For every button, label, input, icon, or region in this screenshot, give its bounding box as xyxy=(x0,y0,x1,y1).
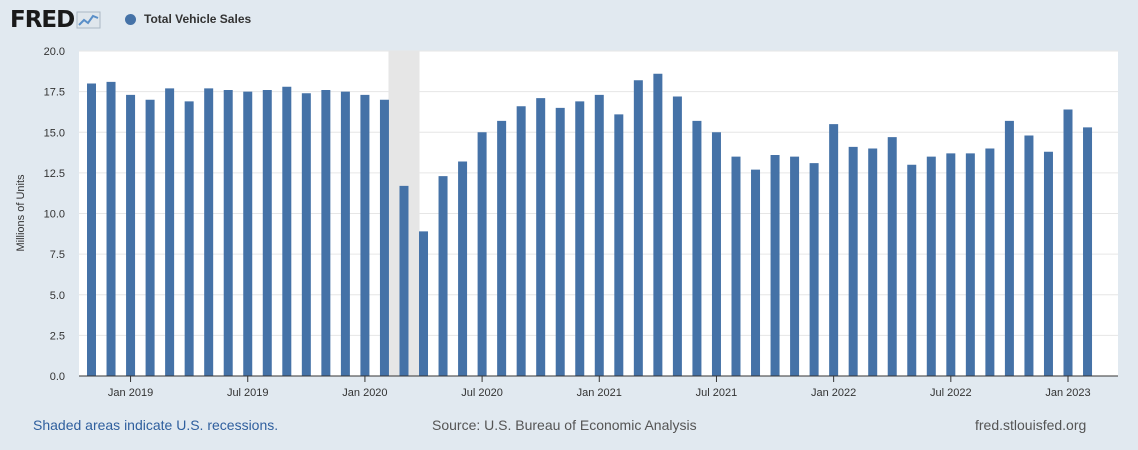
bar[interactable] xyxy=(751,169,761,376)
bar[interactable] xyxy=(184,101,194,376)
fred-logo[interactable]: FRED xyxy=(10,7,102,33)
y-tick-label: 15.0 xyxy=(44,127,65,139)
bar[interactable] xyxy=(809,163,819,376)
bar[interactable] xyxy=(262,90,272,376)
y-tick-label: 5.0 xyxy=(50,290,65,302)
bar[interactable] xyxy=(223,90,233,376)
bar[interactable] xyxy=(907,164,917,376)
bar[interactable] xyxy=(731,156,741,376)
bar[interactable] xyxy=(575,101,585,376)
bar[interactable] xyxy=(340,91,350,376)
bar[interactable] xyxy=(594,94,604,376)
bar[interactable] xyxy=(243,91,253,376)
bar[interactable] xyxy=(926,156,936,376)
x-tick-label: Jan 2019 xyxy=(108,387,153,399)
bar[interactable] xyxy=(145,99,155,376)
x-tick-label: Jan 2022 xyxy=(811,387,856,399)
bar[interactable] xyxy=(614,114,624,376)
chart-header: FRED Total Vehicle Sales xyxy=(0,0,1138,40)
site-url: fred.stlouisfed.org xyxy=(975,417,1087,433)
bar[interactable] xyxy=(887,137,897,376)
bar[interactable] xyxy=(555,107,565,376)
bar[interactable] xyxy=(1063,109,1073,377)
bar[interactable] xyxy=(965,153,975,376)
bar[interactable] xyxy=(87,83,96,377)
bar[interactable] xyxy=(282,86,292,376)
logo-text: FRED xyxy=(10,7,75,33)
line-chart-icon xyxy=(76,11,101,29)
bar[interactable] xyxy=(399,185,409,376)
y-tick-label: 2.5 xyxy=(50,330,65,342)
bar[interactable] xyxy=(301,93,311,376)
x-axis-ticks: Jan 2019 Jul 2019 Jan 2020 Jul 2020 Jan 2021… xyxy=(108,376,1091,399)
recession-note-link[interactable]: Shaded areas indicate U.S. recessions. xyxy=(33,417,279,433)
bar[interactable] xyxy=(379,99,389,376)
x-tick-label: Jul 2020 xyxy=(461,387,503,399)
bar[interactable] xyxy=(946,153,956,376)
bar[interactable] xyxy=(868,148,878,377)
bar[interactable] xyxy=(360,94,370,376)
bar[interactable] xyxy=(419,231,429,376)
x-tick-label: Jan 2020 xyxy=(342,387,387,399)
bar[interactable] xyxy=(1083,127,1093,376)
bar[interactable] xyxy=(126,94,136,376)
x-tick-label: Jul 2021 xyxy=(696,387,738,399)
x-tick-label: Jan 2023 xyxy=(1045,387,1090,399)
bar[interactable] xyxy=(1004,120,1014,376)
bar[interactable] xyxy=(653,73,663,376)
x-tick-label: Jul 2022 xyxy=(930,387,972,399)
bar[interactable] xyxy=(477,132,487,376)
legend-label: Total Vehicle Sales xyxy=(144,12,252,26)
bar[interactable] xyxy=(497,120,507,376)
bar[interactable] xyxy=(458,161,468,377)
y-tick-label: 0.0 xyxy=(50,371,65,383)
bar[interactable] xyxy=(848,146,858,376)
y-tick-label: 20.0 xyxy=(44,46,65,58)
y-axis-ticks: 0.0 2.5 5.0 7.5 10.0 12.5 15.0 17.5 20.0 xyxy=(44,46,65,383)
bar[interactable] xyxy=(829,124,839,376)
y-tick-label: 17.5 xyxy=(44,87,65,99)
bar[interactable] xyxy=(106,81,116,376)
bar[interactable] xyxy=(165,88,175,376)
y-tick-label: 7.5 xyxy=(50,249,65,261)
y-tick-label: 10.0 xyxy=(44,209,65,221)
x-tick-label: Jul 2019 xyxy=(227,387,269,399)
bar[interactable] xyxy=(633,80,643,376)
y-axis-label: Millions of Units xyxy=(15,174,27,252)
bar[interactable] xyxy=(438,176,448,376)
legend-marker xyxy=(125,13,136,25)
bar[interactable] xyxy=(790,156,800,376)
bar[interactable] xyxy=(692,120,702,376)
bar[interactable] xyxy=(711,132,721,376)
source-text: Source: U.S. Bureau of Economic Analysis xyxy=(432,417,697,433)
bars xyxy=(87,73,1093,377)
bar[interactable] xyxy=(985,148,995,377)
bar[interactable] xyxy=(770,155,780,376)
bar[interactable] xyxy=(1024,135,1034,377)
bar[interactable] xyxy=(672,96,682,377)
bar[interactable] xyxy=(204,88,214,376)
bar[interactable] xyxy=(516,106,526,376)
chart-legend: Total Vehicle Sales xyxy=(125,12,251,26)
bar[interactable] xyxy=(321,90,331,376)
x-tick-label: Jan 2021 xyxy=(577,387,622,399)
bar[interactable] xyxy=(536,98,546,376)
bar[interactable] xyxy=(1043,151,1053,376)
y-tick-label: 12.5 xyxy=(44,168,65,180)
